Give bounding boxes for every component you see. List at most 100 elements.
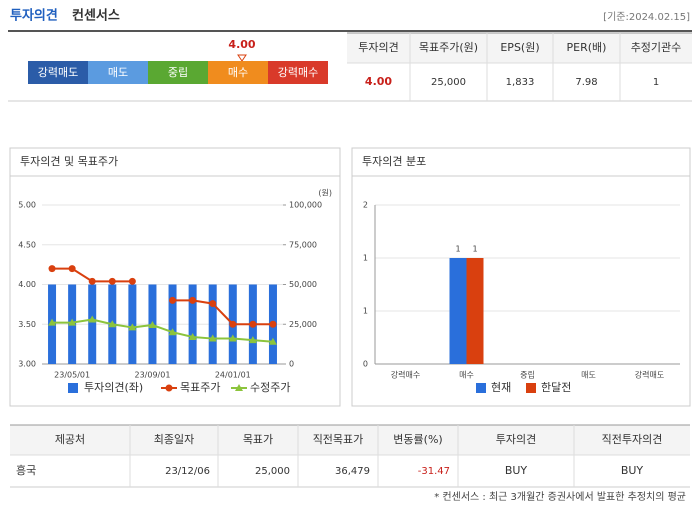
- legend-label: 투자의견(좌): [84, 381, 143, 394]
- point: [169, 296, 177, 304]
- scale-label: 매수: [228, 66, 248, 79]
- chart-title: 투자의견 분포: [362, 155, 426, 168]
- table-header: 목표주가(원): [419, 41, 478, 54]
- x-tick-label: 24/01/01: [215, 371, 251, 380]
- table-header: PER(배): [567, 41, 607, 54]
- table-header: 투자의견: [496, 433, 536, 446]
- point: [108, 320, 117, 328]
- scale-segment: [268, 61, 328, 84]
- header-subtitle: 컨센서스: [72, 8, 120, 24]
- consensus-score: 4.00: [228, 38, 255, 51]
- table-header: 제공처: [55, 433, 85, 446]
- legend-label: 목표주가: [180, 381, 220, 394]
- line: [52, 267, 273, 326]
- y2-tick-label: 0: [289, 360, 294, 369]
- x-tick-label: 23/09/01: [134, 371, 170, 380]
- point: [268, 337, 277, 345]
- legend-swatch: [68, 383, 78, 393]
- panel: [351, 147, 691, 407]
- x-tick-label: 23/05/01: [54, 371, 90, 380]
- table-cell: 23/12/06: [165, 466, 210, 477]
- y2-tick-label: 50,000: [289, 280, 317, 289]
- scale-label: 매도: [108, 66, 128, 79]
- y-tick-label: 1: [363, 307, 368, 316]
- scale-label: 강력매도: [38, 66, 78, 79]
- x-tick-label: 중립: [520, 371, 535, 380]
- point: [48, 265, 56, 273]
- y2-tick-label: 75,000: [289, 240, 317, 249]
- footnote: * 컨센서스 : 최근 3개월간 증권사에서 발표한 추정치의 평균: [434, 491, 686, 503]
- table-header: 최종일자: [154, 432, 194, 446]
- y-tick-label: 4.50: [18, 240, 36, 249]
- bar: [208, 284, 217, 364]
- point: [128, 277, 136, 285]
- x-tick-label: 매수: [459, 371, 474, 380]
- table-header-bg: [10, 425, 690, 455]
- scale-segment: [88, 61, 148, 84]
- header-date: [기준:2024.02.15]: [603, 11, 690, 23]
- legend-swatch: [235, 384, 243, 391]
- y2-tick-label: 25,000: [289, 320, 317, 329]
- scale-label: 강력매수: [278, 66, 318, 79]
- point: [68, 318, 77, 326]
- table-cell: 36,479: [335, 466, 370, 477]
- table-cell: BUY: [621, 464, 644, 477]
- y-tick-label: 2: [363, 201, 368, 210]
- table-cell: 4.00: [365, 75, 392, 88]
- value-label: 1: [455, 245, 460, 254]
- point: [248, 336, 257, 344]
- point: [269, 320, 277, 328]
- table-header: 직전투자의견: [602, 433, 663, 446]
- legend-label: 수정주가: [250, 381, 290, 394]
- point: [188, 332, 197, 340]
- point: [168, 328, 177, 336]
- point: [128, 323, 137, 331]
- x-tick-label: 강력매도: [635, 370, 664, 380]
- table-header: 추정기관수: [631, 41, 682, 54]
- table-cell: 흥국: [16, 463, 36, 477]
- y-tick-label: 1: [363, 254, 368, 263]
- table-header: EPS(원): [500, 41, 539, 54]
- y2-axis-label: (원): [318, 189, 332, 198]
- x-tick-label: 강력매수: [391, 370, 420, 380]
- line: [52, 318, 274, 343]
- table-cell: -31.47: [418, 466, 450, 477]
- value-label: 1: [472, 245, 477, 254]
- bar: [168, 284, 177, 364]
- legend-swatch: [476, 383, 486, 393]
- point: [228, 334, 237, 342]
- panel: [9, 147, 341, 407]
- y-tick-label: 3.50: [18, 320, 36, 329]
- scale-segment: [28, 61, 88, 84]
- y-tick-label: 0: [363, 360, 368, 369]
- scale-segment: [148, 61, 208, 84]
- scale-label: 중립: [168, 66, 188, 79]
- y-tick-label: 5.00: [18, 201, 36, 210]
- legend-label: 한달전: [541, 381, 571, 394]
- y-tick-label: 3.00: [18, 360, 36, 369]
- point: [189, 296, 197, 304]
- table-cell: 1: [653, 77, 659, 88]
- point: [88, 277, 96, 285]
- point: [208, 334, 217, 342]
- table-cell: BUY: [505, 464, 528, 477]
- table-cell: 7.98: [575, 77, 597, 88]
- score-pointer: [237, 54, 247, 62]
- table-header: 투자의견: [358, 41, 398, 54]
- point: [249, 320, 257, 328]
- table-header: 변동률(%): [393, 433, 442, 446]
- point: [88, 315, 97, 323]
- header-title: 투자의견: [10, 8, 58, 24]
- table-cell: 1,833: [506, 77, 535, 88]
- point: [148, 321, 157, 329]
- table-header-bg: [347, 33, 692, 63]
- table-cell: 25,000: [431, 77, 466, 88]
- legend-swatch: [526, 383, 536, 393]
- y-tick-label: 4.00: [18, 280, 36, 289]
- scale-segment: [208, 61, 268, 84]
- table-header: 목표가: [243, 433, 273, 446]
- point: [229, 320, 237, 328]
- legend-swatch: [165, 384, 173, 392]
- table-header: 직전목표가: [313, 433, 364, 446]
